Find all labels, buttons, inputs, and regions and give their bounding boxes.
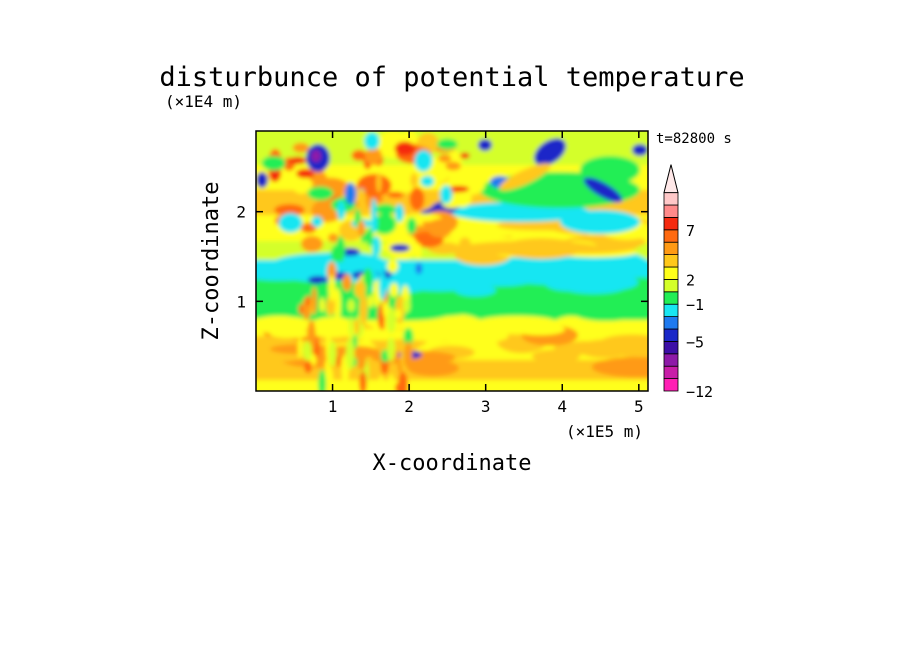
x-tick-label: 4 <box>557 397 567 416</box>
colorbar-bin <box>663 254 679 268</box>
colorbar-bin <box>663 216 679 231</box>
colorbar-label: −5 <box>686 333 704 351</box>
colorbar-bin <box>663 303 679 318</box>
chart-title: disturbunce of potential temperature <box>159 62 744 93</box>
colorbar-bin <box>663 365 679 380</box>
x-axis-label: X-coordinate <box>373 451 532 476</box>
colorbar: 7 2 −1 −5 −12 <box>663 164 713 401</box>
time-label: t=82800 s <box>656 131 732 147</box>
colorbar-bin <box>663 278 679 293</box>
x-tick-label: 3 <box>481 397 491 416</box>
x-scale-label: (×1E5 m) <box>566 422 643 441</box>
plot-frame <box>255 130 649 392</box>
colorbar-label: −12 <box>686 383 713 401</box>
x-axis: 1 2 3 4 5 <box>328 131 644 416</box>
colorbar-extend-arrow <box>663 164 679 194</box>
y-scale-label: (×1E4 m) <box>165 92 242 111</box>
y-axis: 12 <box>236 203 648 311</box>
colorbar-bin <box>663 204 679 218</box>
x-tick-label: 5 <box>634 397 644 416</box>
colorbar-bin <box>663 192 679 206</box>
x-tick-label: 1 <box>328 397 338 416</box>
colorbar-label: 2 <box>686 271 695 289</box>
colorbar-bin <box>663 266 679 280</box>
y-tick-label: 1 <box>236 292 246 311</box>
heatmap-field <box>256 131 648 391</box>
y-axis-label: Z-coordinate <box>199 182 224 341</box>
colorbar-bin <box>663 340 679 355</box>
colorbar-bin <box>663 291 679 305</box>
colorbar-bin <box>663 328 679 342</box>
colorbar-bin <box>663 229 679 243</box>
colorbar-bin <box>663 316 679 330</box>
x-tick-label: 2 <box>404 397 414 416</box>
y-tick-label: 2 <box>236 203 246 222</box>
colorbar-bin <box>663 241 679 255</box>
colorbar-bin <box>663 353 679 367</box>
colorbar-label: −1 <box>686 296 704 314</box>
colorbar-bin <box>663 378 679 392</box>
colorbar-label: 7 <box>686 222 695 240</box>
